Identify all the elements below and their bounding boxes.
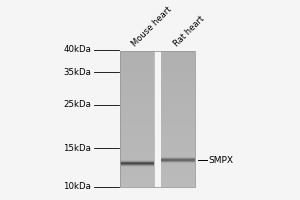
Text: 15kDa: 15kDa bbox=[63, 144, 91, 153]
Text: Mouse heart: Mouse heart bbox=[130, 5, 174, 49]
Text: Rat heart: Rat heart bbox=[172, 15, 206, 49]
Bar bbox=[120, 51, 195, 187]
Text: SMPX: SMPX bbox=[208, 156, 233, 165]
Text: 40kDa: 40kDa bbox=[63, 45, 91, 54]
Text: 10kDa: 10kDa bbox=[63, 182, 91, 191]
Text: 25kDa: 25kDa bbox=[63, 100, 91, 109]
Text: 35kDa: 35kDa bbox=[63, 68, 91, 77]
